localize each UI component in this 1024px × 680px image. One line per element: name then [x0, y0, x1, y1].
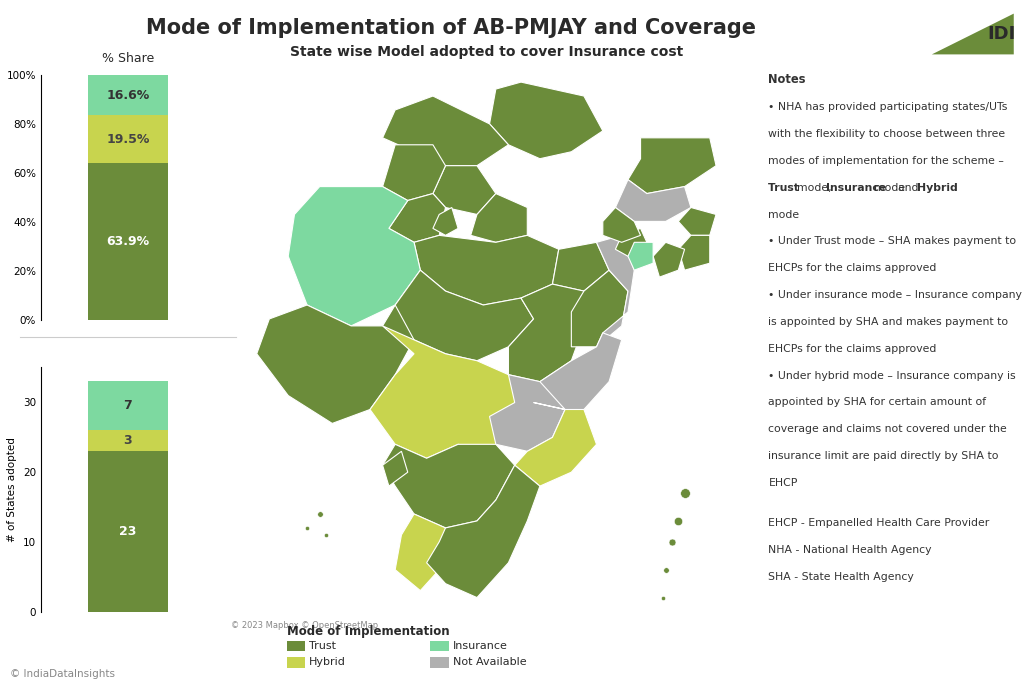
Text: Mode of Implementation: Mode of Implementation: [287, 625, 450, 638]
Polygon shape: [383, 452, 408, 486]
Bar: [88, 451, 168, 612]
Text: Notes: Notes: [768, 73, 806, 86]
Text: IDI: IDI: [987, 25, 1016, 43]
Text: EHCP: EHCP: [768, 478, 798, 488]
Polygon shape: [534, 333, 622, 424]
Polygon shape: [553, 242, 609, 291]
Bar: [88, 381, 168, 430]
Polygon shape: [932, 14, 1014, 54]
Text: • Under Trust mode – SHA makes payment to: • Under Trust mode – SHA makes payment t…: [768, 237, 1017, 246]
Polygon shape: [383, 96, 509, 166]
Polygon shape: [433, 166, 496, 214]
Text: Insurance: Insurance: [453, 641, 508, 651]
Text: 63.9%: 63.9%: [106, 235, 150, 248]
Text: with the flexibility to choose between three: with the flexibility to choose between t…: [768, 129, 1006, 139]
Polygon shape: [389, 194, 445, 242]
Polygon shape: [383, 145, 445, 201]
Polygon shape: [603, 207, 641, 242]
Polygon shape: [678, 235, 710, 270]
Text: mode,: mode,: [797, 183, 836, 192]
Text: © IndiaDataInsights: © IndiaDataInsights: [10, 668, 116, 679]
Text: Hybrid: Hybrid: [916, 183, 962, 192]
Text: % Share: % Share: [101, 52, 155, 65]
Polygon shape: [597, 235, 634, 347]
Polygon shape: [615, 228, 647, 256]
Text: mode: mode: [768, 209, 800, 220]
Polygon shape: [489, 375, 565, 452]
Text: insurance limit are paid directly by SHA to: insurance limit are paid directly by SHA…: [768, 451, 998, 461]
Text: 23: 23: [120, 525, 136, 538]
Text: and: and: [898, 183, 922, 192]
Y-axis label: % Of Beneficiaries Covered: % Of Beneficiaries Covered: [0, 126, 1, 269]
Polygon shape: [288, 186, 420, 326]
Polygon shape: [515, 403, 597, 486]
Text: Mode of Implementation of AB-PMJAY and Coverage: Mode of Implementation of AB-PMJAY and C…: [145, 18, 756, 37]
Polygon shape: [383, 270, 534, 360]
Text: is appointed by SHA and makes payment to: is appointed by SHA and makes payment to: [768, 317, 1009, 327]
Text: EHCP - Empanelled Health Care Provider: EHCP - Empanelled Health Care Provider: [768, 518, 989, 528]
Polygon shape: [383, 444, 515, 528]
Polygon shape: [427, 465, 540, 598]
Polygon shape: [471, 194, 527, 242]
Text: 3: 3: [124, 434, 132, 447]
Polygon shape: [615, 180, 691, 222]
Text: NHA - National Health Agency: NHA - National Health Agency: [768, 545, 932, 555]
Polygon shape: [653, 242, 685, 277]
Title: State wise Model adopted to cover Insurance cost: State wise Model adopted to cover Insura…: [290, 45, 683, 58]
Text: EHCPs for the claims approved: EHCPs for the claims approved: [768, 263, 937, 273]
Polygon shape: [489, 82, 603, 158]
Polygon shape: [628, 138, 716, 194]
Bar: [88, 430, 168, 451]
Text: Hybrid: Hybrid: [309, 658, 346, 667]
Text: Insurance: Insurance: [826, 183, 890, 192]
Text: • NHA has provided participating states/UTs: • NHA has provided participating states/…: [768, 102, 1008, 112]
Text: SHA - State Health Agency: SHA - State Health Agency: [768, 572, 914, 582]
Polygon shape: [257, 305, 414, 424]
Polygon shape: [370, 326, 534, 458]
Text: mode: mode: [873, 183, 908, 192]
Polygon shape: [509, 284, 584, 381]
Bar: [88, 163, 168, 320]
Text: • Under hybrid mode – Insurance company is: • Under hybrid mode – Insurance company …: [768, 371, 1016, 381]
Text: Trust: Trust: [309, 641, 336, 651]
Text: appointed by SHA for certain amount of: appointed by SHA for certain amount of: [768, 398, 986, 407]
Polygon shape: [628, 242, 653, 270]
Polygon shape: [414, 235, 559, 305]
Polygon shape: [571, 270, 628, 347]
Text: 16.6%: 16.6%: [106, 88, 150, 101]
Text: modes of implementation for the scheme –: modes of implementation for the scheme –: [768, 156, 1005, 166]
Text: EHCPs for the claims approved: EHCPs for the claims approved: [768, 344, 937, 354]
Polygon shape: [678, 207, 716, 235]
Polygon shape: [433, 207, 458, 235]
Text: © 2023 Mapbox © OpenStreetMap: © 2023 Mapbox © OpenStreetMap: [230, 621, 378, 630]
Bar: [88, 116, 168, 163]
Bar: [88, 75, 168, 116]
Polygon shape: [395, 514, 445, 591]
Y-axis label: # of States adopted: # of States adopted: [7, 437, 17, 542]
Text: 19.5%: 19.5%: [106, 133, 150, 146]
Text: Not Available: Not Available: [453, 658, 526, 667]
Text: coverage and claims not covered under the: coverage and claims not covered under th…: [768, 424, 1008, 435]
Text: • Under insurance mode – Insurance company: • Under insurance mode – Insurance compa…: [768, 290, 1022, 300]
Text: 7: 7: [124, 399, 132, 412]
Text: Trust: Trust: [768, 183, 803, 192]
